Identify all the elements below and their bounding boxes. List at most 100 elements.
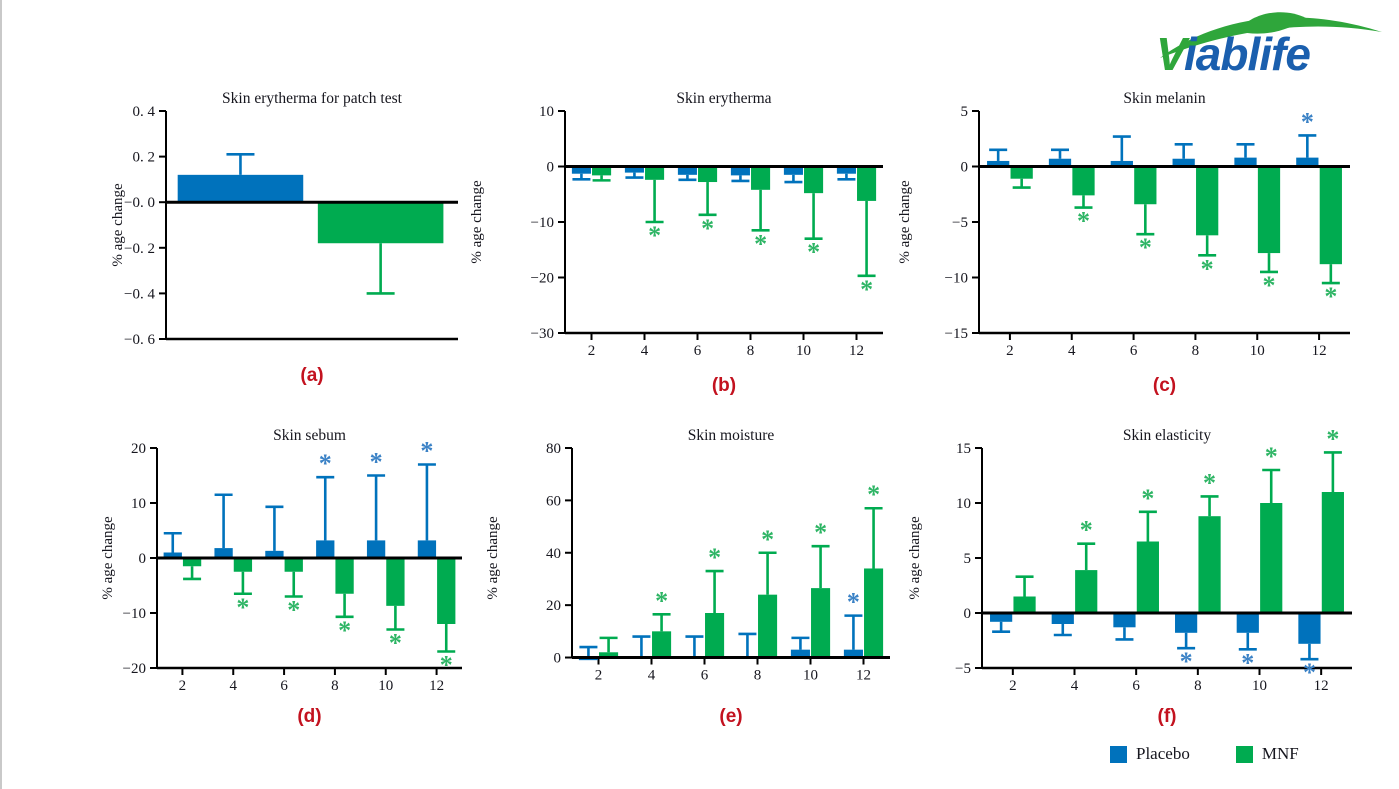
panel-b: Skin erytherma % age change 10 0 −10 −20 −30 2 4… bbox=[457, 85, 897, 396]
bars bbox=[578, 568, 884, 661]
viablife-logo-svg: Viablife bbox=[1156, 12, 1382, 80]
viablife-logo: Viablife bbox=[1152, 10, 1392, 80]
axes: 15 10 5 0 −5 2 4 6 8 10 12 bbox=[955, 441, 1352, 694]
x-tick-label: 2 bbox=[595, 668, 603, 684]
y-tick-label: −0. 6 bbox=[124, 332, 155, 345]
x-tick-label: 10 bbox=[1250, 343, 1265, 359]
bar-mnf-12 bbox=[1321, 492, 1344, 613]
bar-mnf-6 bbox=[705, 613, 725, 658]
x-tick-label: 6 bbox=[694, 343, 702, 359]
y-tick-label: 60 bbox=[546, 493, 561, 509]
error-bars: * * * * * * * * bbox=[992, 424, 1342, 687]
significance-star: * bbox=[1326, 424, 1339, 453]
y-tick-label: −0. 4 bbox=[124, 286, 155, 302]
bar-placebo-12 bbox=[1298, 613, 1321, 644]
panel-label-f: (f) bbox=[1157, 706, 1177, 727]
significance-star: * bbox=[648, 221, 661, 250]
x-tick-label: 8 bbox=[1194, 678, 1202, 692]
legend: Placebo MNF bbox=[1110, 744, 1299, 764]
bar-placebo-12 bbox=[417, 540, 437, 558]
bar-mnf-8 bbox=[751, 166, 771, 190]
y-tick-label: 0 bbox=[961, 160, 969, 176]
bar-mnf-10 bbox=[804, 166, 824, 194]
panel-label-a: (a) bbox=[300, 365, 324, 386]
error-bars: * * * * * * * * bbox=[163, 437, 456, 680]
panel-label-c: (c) bbox=[1152, 375, 1177, 396]
x-tick-label: 4 bbox=[230, 678, 238, 692]
significance-star: * bbox=[847, 588, 860, 617]
bar-placebo-12 bbox=[843, 649, 863, 658]
significance-star: * bbox=[761, 525, 774, 554]
panel-label-e: (e) bbox=[719, 706, 743, 727]
panel-label-b: (b) bbox=[711, 375, 737, 396]
x-tick-label: 8 bbox=[754, 668, 762, 684]
bar-placebo-10 bbox=[1236, 613, 1259, 633]
significance-star: * bbox=[1180, 647, 1193, 676]
bar-placebo-12 bbox=[836, 166, 856, 174]
bar-mnf-10 bbox=[386, 558, 405, 606]
significance-star: * bbox=[1201, 254, 1214, 283]
bars bbox=[987, 157, 1342, 265]
x-tick-label: 10 bbox=[803, 668, 818, 684]
significance-star: * bbox=[708, 543, 721, 572]
x-tick-label: 4 bbox=[641, 343, 649, 359]
y-axis-label: % age change bbox=[485, 516, 501, 600]
y-tick-label: 0 bbox=[547, 160, 555, 176]
x-tick-label: 4 bbox=[1068, 343, 1076, 359]
bar-mnf-4 bbox=[1075, 570, 1098, 613]
y-tick-label: 0 bbox=[554, 651, 562, 667]
chart-title: Skin sebum bbox=[273, 427, 346, 444]
significance-star: * bbox=[1241, 648, 1254, 677]
axes: 20 10 0 −10 −20 2 4 6 8 10 12 bbox=[123, 441, 462, 694]
panel-c: Skin melanin % age change 5 0 −5 −10 −15 2 4 6 8 10… bbox=[897, 85, 1362, 396]
x-tick-label: 12 bbox=[429, 678, 444, 692]
axes: 0. 4 0. 2 −0. 0 −0. 2 −0. 4 −0. 6 bbox=[124, 104, 458, 348]
significance-star: * bbox=[319, 449, 332, 478]
bar-mnf-4 bbox=[1072, 166, 1095, 196]
bar-mnf-4 bbox=[233, 558, 253, 572]
bar-mnf-10 bbox=[811, 588, 831, 658]
legend-item-placebo: Placebo bbox=[1110, 744, 1190, 764]
bar-placebo-8 bbox=[1172, 158, 1195, 167]
bar-placebo-8 bbox=[1175, 613, 1198, 633]
x-tick-label: 4 bbox=[648, 668, 656, 684]
chart-e-svg: Skin moisture % age change 80 60 40 20 0 2 4 6 8 10… bbox=[485, 427, 890, 684]
x-tick-label: 12 bbox=[1314, 678, 1329, 692]
y-tick-label: −5 bbox=[955, 661, 971, 677]
y-tick-label: 80 bbox=[546, 441, 561, 457]
y-tick-label: −0. 2 bbox=[124, 241, 155, 257]
panel-f: Skin elasticity% age change 15 10 5 0 −5 2 4 6 8 1… bbox=[897, 420, 1362, 727]
x-tick-label: 8 bbox=[331, 678, 339, 692]
bar-placebo-8 bbox=[730, 166, 750, 176]
x-tick-label: 6 bbox=[701, 668, 709, 684]
y-tick-label: −5 bbox=[952, 215, 968, 231]
significance-star: * bbox=[860, 275, 873, 304]
bar-mnf bbox=[317, 202, 444, 244]
x-tick-label: 2 bbox=[1009, 678, 1017, 692]
significance-star: * bbox=[807, 238, 820, 267]
bar-placebo-12 bbox=[1296, 157, 1319, 167]
y-tick-label: 10 bbox=[539, 104, 554, 120]
bar-placebo-6 bbox=[1110, 160, 1133, 167]
y-tick-label: 20 bbox=[131, 441, 146, 457]
bar-mnf-6 bbox=[1134, 166, 1157, 205]
bars bbox=[163, 540, 456, 624]
bar-mnf-6 bbox=[698, 166, 718, 183]
bar-placebo-2 bbox=[571, 166, 591, 174]
bar-placebo-4 bbox=[1051, 613, 1074, 624]
significance-star: * bbox=[754, 229, 767, 258]
y-axis-label: % age change bbox=[897, 180, 913, 264]
error-bars: * * * * * * bbox=[579, 480, 883, 658]
x-tick-label: 10 bbox=[796, 343, 811, 359]
panel-label-d: (d) bbox=[297, 706, 322, 727]
y-tick-label: 0 bbox=[139, 551, 147, 567]
significance-star: * bbox=[1301, 107, 1314, 136]
bar-placebo-4 bbox=[1048, 158, 1072, 167]
significance-star: * bbox=[1141, 484, 1154, 513]
bar-placebo-10 bbox=[1234, 157, 1257, 167]
bar-placebo-8 bbox=[316, 540, 335, 558]
axes: 5 0 −5 −10 −15 2 4 6 8 10 12 bbox=[945, 104, 1350, 359]
x-tick-label: 2 bbox=[1006, 343, 1014, 359]
bar-placebo-6 bbox=[677, 166, 697, 175]
